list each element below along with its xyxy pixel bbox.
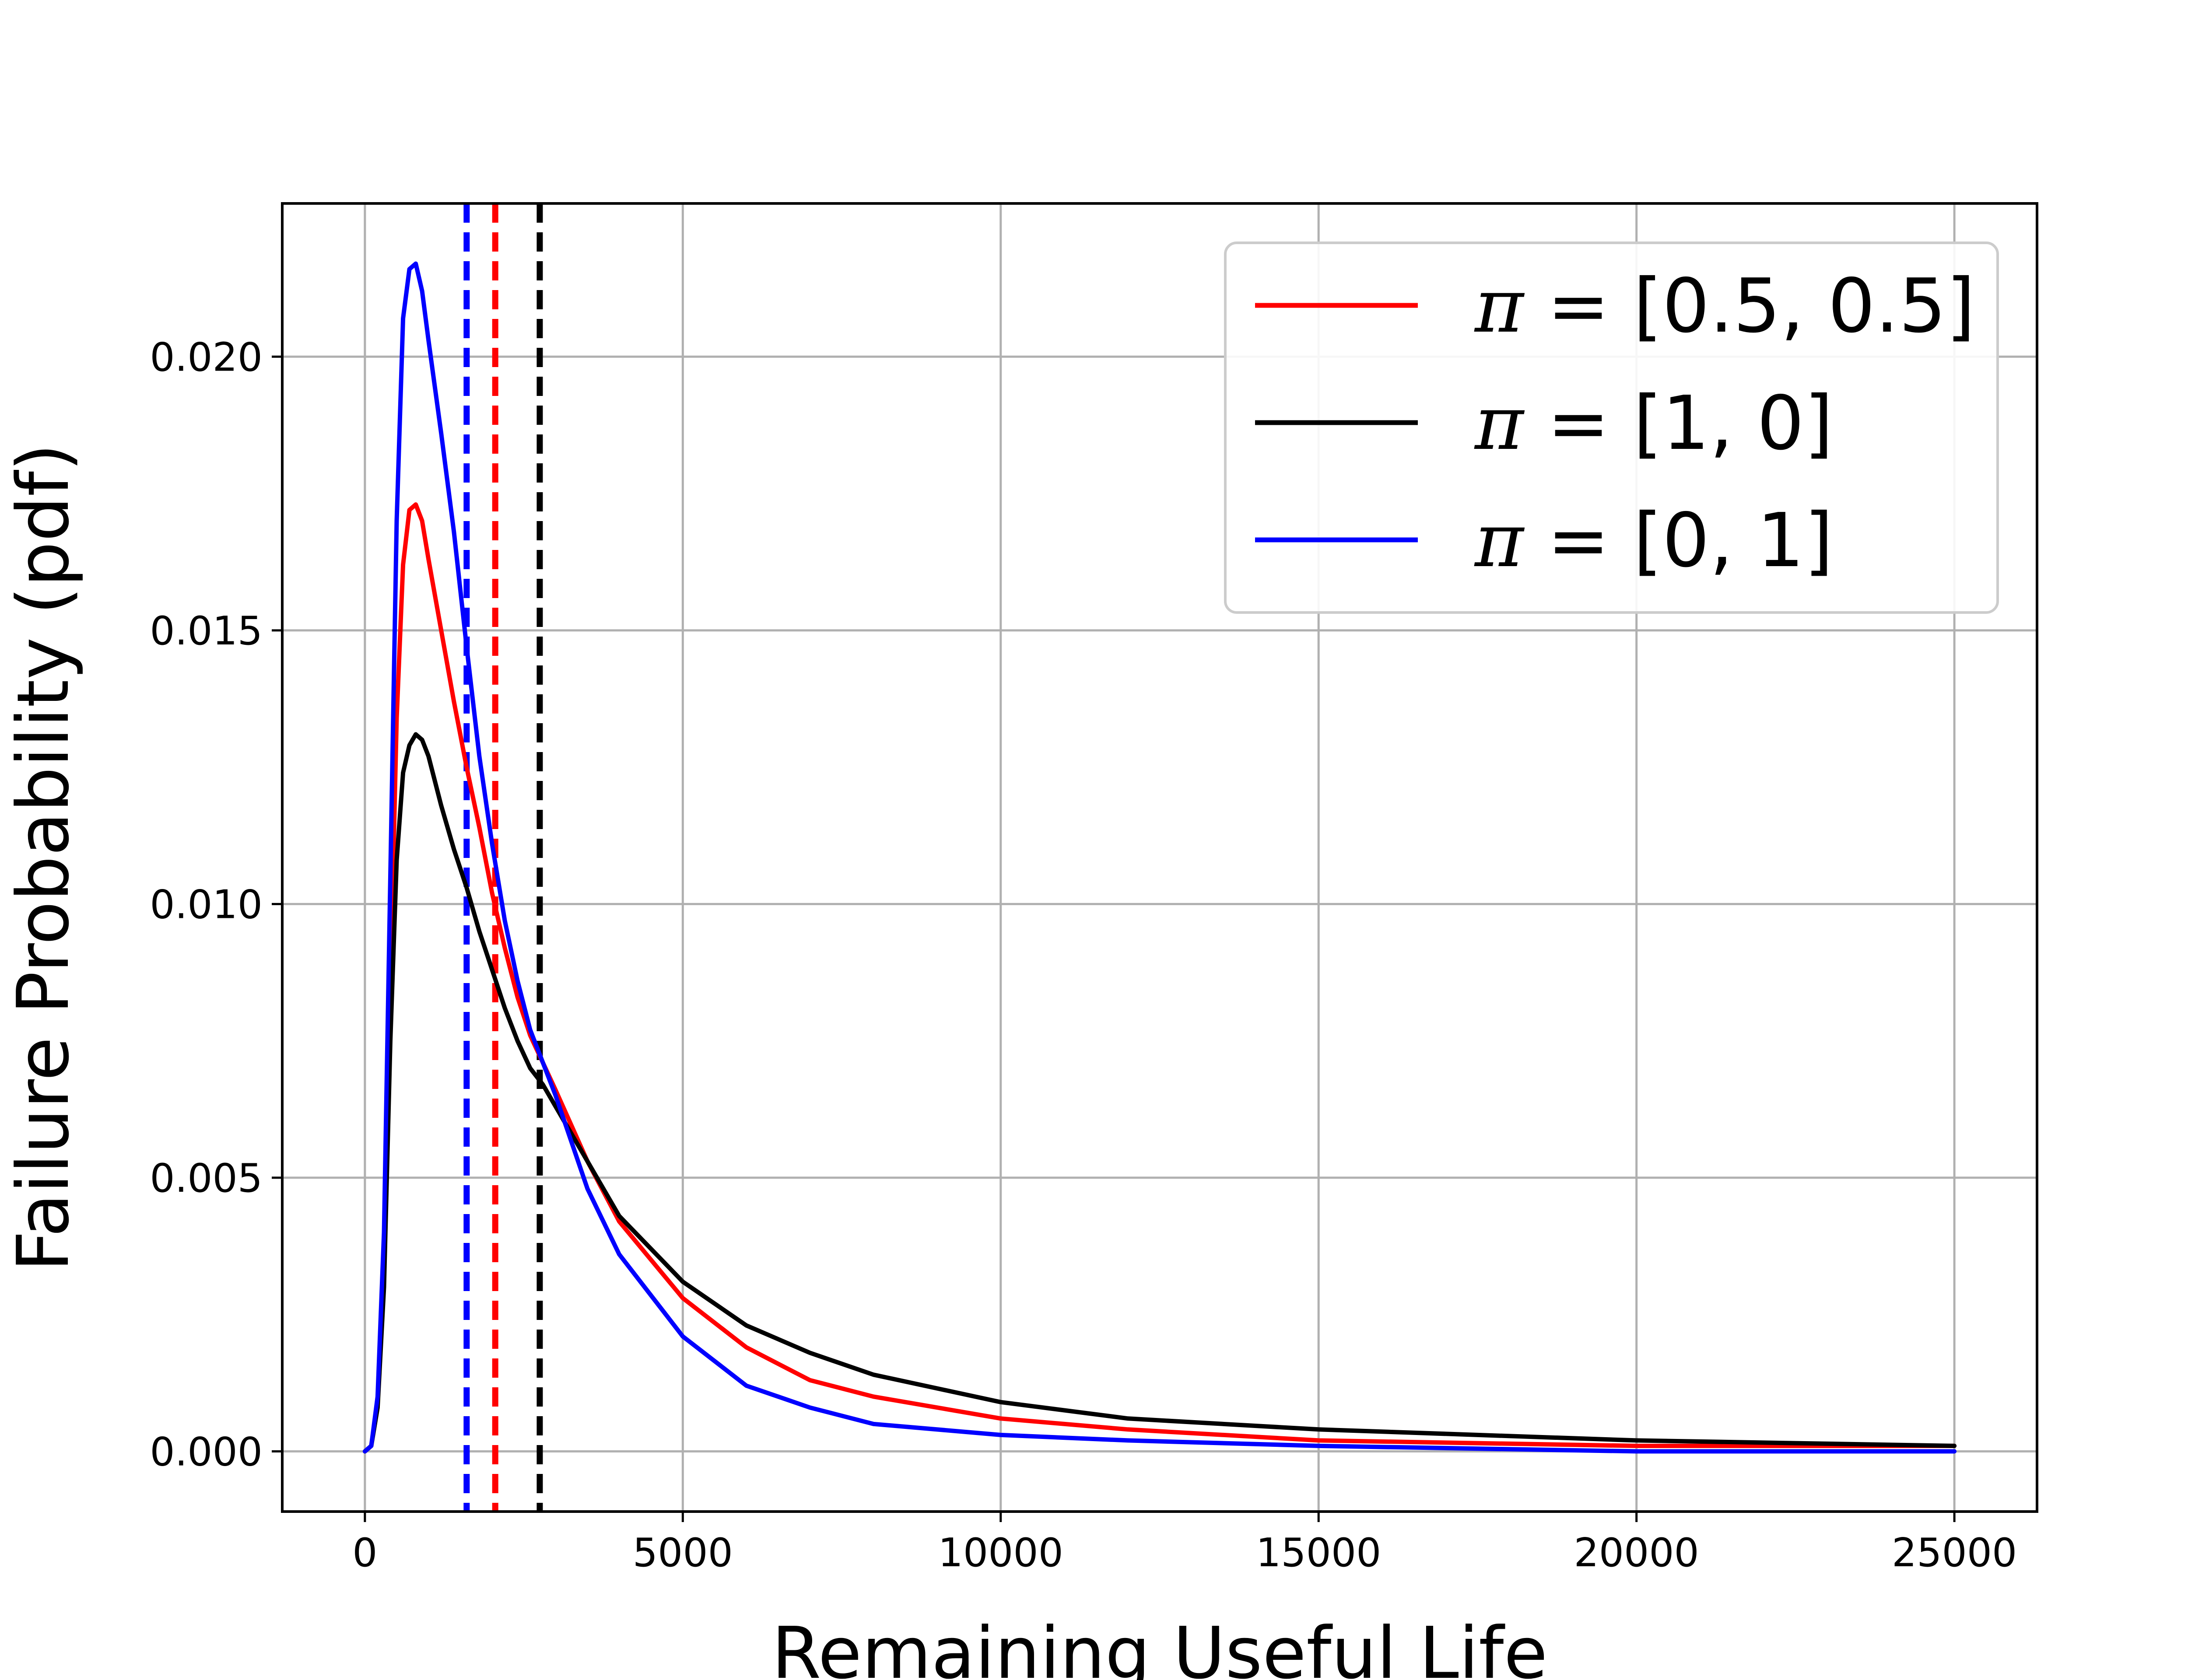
x-tick-label: 15000 — [1256, 1530, 1381, 1576]
series-lines — [362, 261, 1957, 1454]
y-tick-label: 0.000 — [150, 1429, 263, 1475]
x-tick-label: 20000 — [1574, 1530, 1699, 1576]
legend: π = [0.5, 0.5] π = [1, 0] π = [0, 1] — [1224, 242, 1999, 614]
series-line — [362, 261, 1957, 1454]
y-axis-ticks: 0.000 0.005 0.010 0.015 0.020 — [150, 334, 282, 1475]
y-tick-label: 0.015 — [150, 608, 263, 654]
series-line — [362, 732, 1957, 1454]
x-axis-title: Remaining Useful Life — [771, 1612, 1547, 1680]
x-tick-label: 5000 — [633, 1530, 733, 1576]
legend-entry-label: π = [1, 0] — [1474, 380, 1833, 467]
y-tick-label: 0.005 — [150, 1155, 263, 1201]
series-line — [362, 502, 1957, 1454]
legend-entry-label: π = [0.5, 0.5] — [1474, 263, 1975, 350]
y-tick-label: 0.010 — [150, 882, 263, 928]
y-axis-title: Failure Probability (pdf) — [2, 443, 85, 1271]
x-tick-label: 0 — [352, 1530, 377, 1576]
x-tick-label: 10000 — [938, 1530, 1063, 1576]
legend-box — [1224, 242, 1999, 614]
y-tick-label: 0.020 — [150, 334, 263, 380]
vertical-markers — [463, 203, 543, 1512]
plot-frame — [281, 202, 2038, 1513]
x-tick-label: 25000 — [1892, 1530, 2017, 1576]
legend-entry-label: π = [0, 1] — [1474, 497, 1833, 584]
x-axis-ticks: 0 5000 10000 15000 20000 25000 — [352, 1512, 2017, 1576]
